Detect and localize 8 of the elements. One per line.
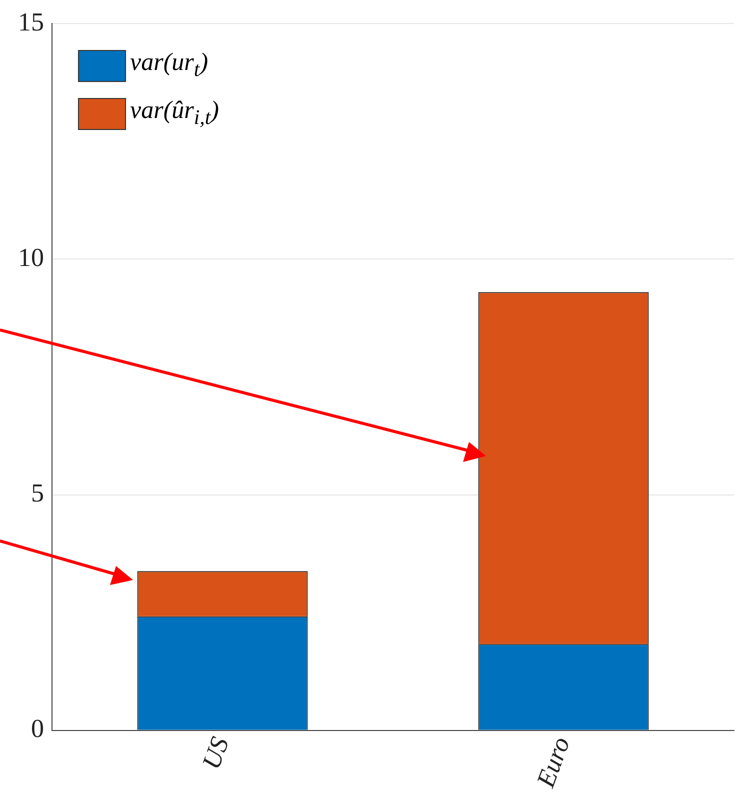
legend-label: var(ur$_{t}$): [130, 48, 208, 83]
y-tick-label: 15: [18, 7, 44, 36]
y-tick-label: 5: [31, 478, 44, 508]
x-tick-label: US: [196, 733, 235, 773]
y-tick-label: 0: [31, 714, 44, 744]
x-tick-label: Euro: [530, 733, 576, 792]
legend-label: var(ûr$_{i,t}$): [130, 96, 219, 131]
y-tick-label: 10: [18, 243, 44, 272]
